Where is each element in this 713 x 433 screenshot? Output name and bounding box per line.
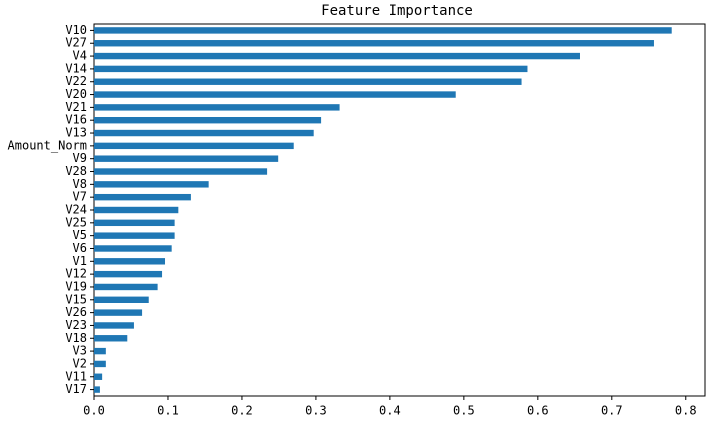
x-tick-label: 0.6 bbox=[527, 404, 549, 418]
bar bbox=[94, 206, 179, 214]
x-tick-label: 0.0 bbox=[83, 404, 105, 418]
y-tick-label: V2 bbox=[73, 356, 87, 370]
y-tick-label: V27 bbox=[65, 36, 87, 50]
y-tick-label: V13 bbox=[65, 126, 87, 140]
x-tick-label: 0.5 bbox=[453, 404, 475, 418]
y-tick-label: V6 bbox=[73, 241, 87, 255]
y-tick-label: V1 bbox=[73, 254, 87, 268]
x-tick-label: 0.8 bbox=[675, 404, 697, 418]
bar bbox=[94, 296, 149, 303]
bar bbox=[94, 283, 158, 291]
y-tick-label: V3 bbox=[73, 344, 87, 358]
y-tick-label: V23 bbox=[65, 318, 87, 332]
y-tick-label: V11 bbox=[65, 369, 87, 383]
bar bbox=[94, 168, 268, 175]
bar bbox=[94, 386, 100, 393]
bar bbox=[94, 117, 322, 124]
y-tick-label: V16 bbox=[65, 113, 87, 127]
bar bbox=[94, 142, 294, 150]
y-tick-label: V12 bbox=[65, 267, 87, 281]
bar bbox=[94, 40, 654, 47]
bar bbox=[94, 129, 314, 137]
bar bbox=[94, 335, 128, 342]
y-tick-label: V9 bbox=[73, 151, 87, 165]
bar bbox=[94, 193, 191, 201]
bar bbox=[94, 258, 166, 265]
bar bbox=[94, 104, 340, 111]
y-tick-label: V4 bbox=[73, 49, 87, 63]
chart-title: Feature Importance bbox=[321, 3, 473, 19]
bar bbox=[94, 232, 175, 239]
bar bbox=[94, 78, 522, 85]
y-tick-label: V8 bbox=[73, 177, 87, 191]
bar bbox=[94, 360, 106, 368]
y-tick-label: V26 bbox=[65, 305, 87, 319]
x-tick-label: 0.1 bbox=[157, 404, 179, 418]
bar bbox=[94, 91, 456, 98]
y-tick-label: V15 bbox=[65, 292, 87, 306]
bar bbox=[94, 270, 163, 278]
x-tick-label: 0.2 bbox=[231, 404, 253, 418]
bar bbox=[94, 373, 103, 380]
bar bbox=[94, 181, 209, 188]
bar bbox=[94, 65, 528, 73]
bar bbox=[94, 219, 175, 227]
y-tick-label: V28 bbox=[65, 164, 87, 178]
y-tick-label: V24 bbox=[65, 203, 87, 217]
y-tick-label: V14 bbox=[65, 61, 87, 75]
bar bbox=[94, 309, 143, 316]
bar bbox=[94, 245, 172, 252]
bar bbox=[94, 155, 279, 162]
bar bbox=[94, 322, 134, 329]
y-tick-label: Amount_Norm bbox=[8, 138, 87, 152]
y-tick-label: V22 bbox=[65, 74, 87, 88]
y-tick-label: V20 bbox=[65, 87, 87, 101]
y-tick-label: V18 bbox=[65, 331, 87, 345]
y-tick-label: V5 bbox=[73, 228, 87, 242]
y-tick-label: V10 bbox=[65, 23, 87, 37]
y-tick-label: V19 bbox=[65, 279, 87, 293]
bar bbox=[94, 347, 106, 355]
bar bbox=[94, 27, 672, 34]
x-tick-label: 0.3 bbox=[305, 404, 327, 418]
x-tick-label: 0.4 bbox=[379, 404, 401, 418]
y-tick-label: V25 bbox=[65, 215, 87, 229]
y-tick-label: V21 bbox=[65, 100, 87, 114]
x-tick-label: 0.7 bbox=[601, 404, 623, 418]
y-tick-label: V17 bbox=[65, 382, 87, 396]
bar bbox=[94, 52, 580, 60]
y-tick-label: V7 bbox=[73, 190, 87, 204]
